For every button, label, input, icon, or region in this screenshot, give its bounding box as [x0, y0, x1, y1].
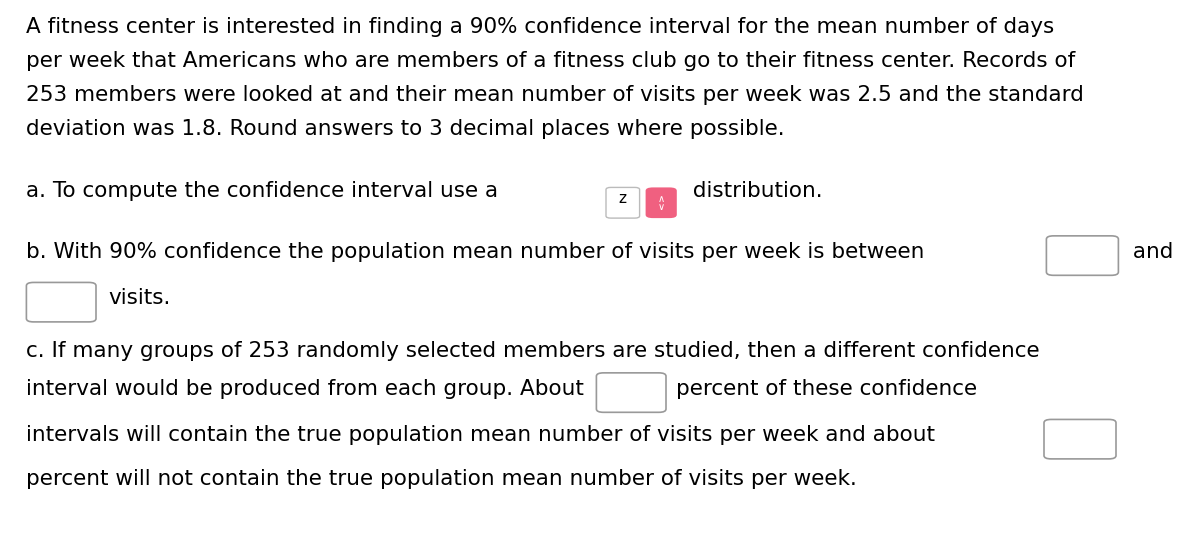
Text: interval would be produced from each group. About: interval would be produced from each gro… — [26, 379, 584, 398]
Text: ∧
∨: ∧ ∨ — [658, 193, 665, 212]
Text: z: z — [619, 191, 626, 206]
Text: a. To compute the confidence interval use a: a. To compute the confidence interval us… — [26, 181, 505, 201]
Text: per week that Americans who are members of a fitness club go to their fitness ce: per week that Americans who are members … — [26, 51, 1075, 71]
FancyBboxPatch shape — [1044, 419, 1116, 459]
Text: b. With 90% confidence the population mean number of visits per week is between: b. With 90% confidence the population me… — [26, 242, 925, 261]
Text: percent of these confidence: percent of these confidence — [676, 379, 977, 398]
Text: intervals will contain the true population mean number of visits per week and ab: intervals will contain the true populati… — [26, 425, 936, 445]
Text: deviation was 1.8. Round answers to 3 decimal places where possible.: deviation was 1.8. Round answers to 3 de… — [26, 119, 785, 139]
Text: distribution.: distribution. — [686, 181, 823, 201]
FancyBboxPatch shape — [1046, 236, 1118, 275]
Text: c. If many groups of 253 randomly selected members are studied, then a different: c. If many groups of 253 randomly select… — [26, 341, 1040, 361]
Text: 253 members were looked at and their mean number of visits per week was 2.5 and : 253 members were looked at and their mea… — [26, 85, 1085, 105]
Text: A fitness center is interested in finding a 90% confidence interval for the mean: A fitness center is interested in findin… — [26, 17, 1055, 37]
FancyBboxPatch shape — [646, 187, 677, 218]
Text: and: and — [1126, 242, 1172, 261]
FancyBboxPatch shape — [606, 187, 640, 218]
Text: visits.: visits. — [108, 288, 170, 308]
FancyBboxPatch shape — [596, 373, 666, 412]
FancyBboxPatch shape — [26, 282, 96, 322]
Text: percent will not contain the true population mean number of visits per week.: percent will not contain the true popula… — [26, 469, 857, 489]
